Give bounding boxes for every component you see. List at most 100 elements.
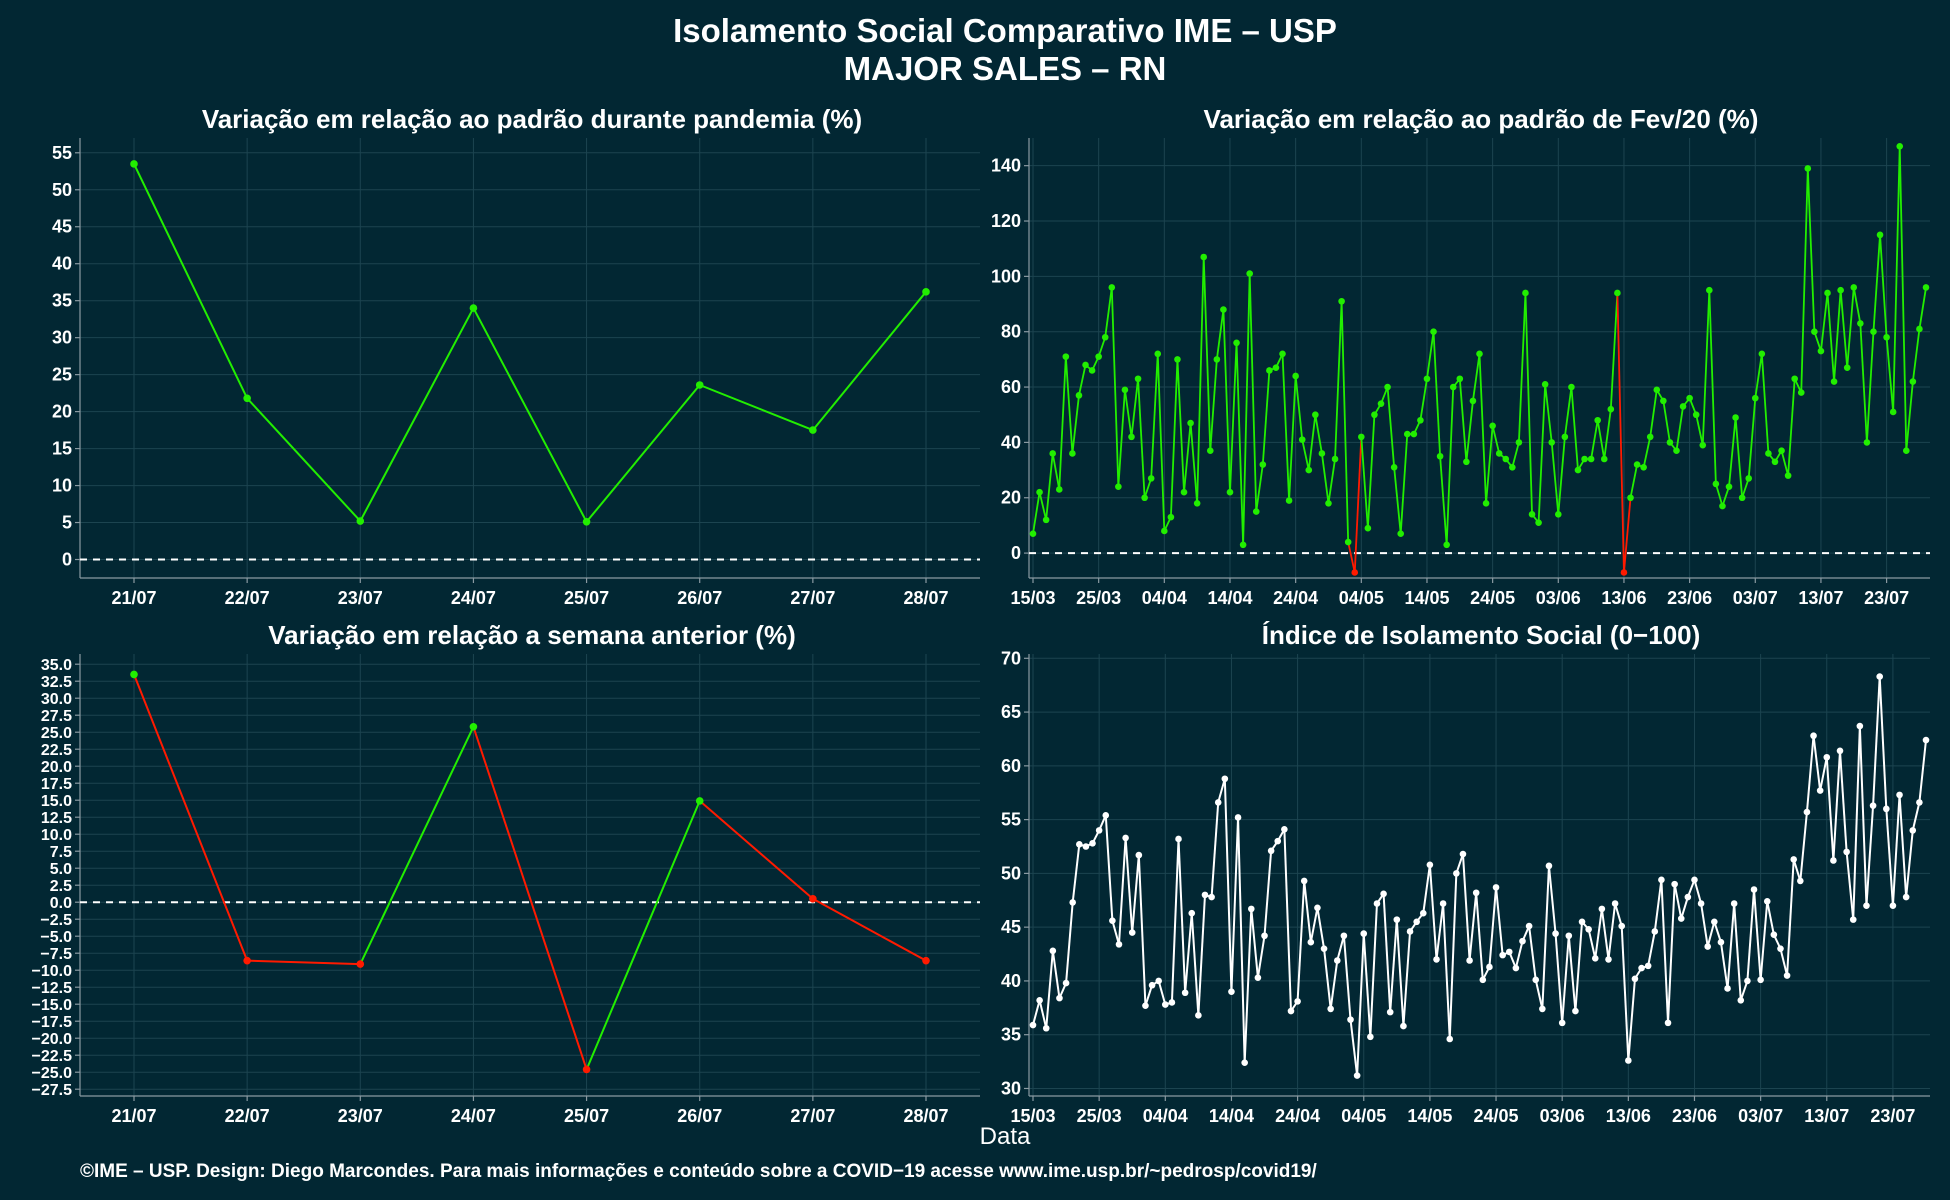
series-segment bbox=[1197, 894, 1206, 1016]
data-point bbox=[1373, 900, 1381, 907]
data-point bbox=[1671, 880, 1678, 888]
data-point bbox=[1548, 439, 1556, 446]
data-point bbox=[1463, 458, 1470, 466]
y-tick-label: 40 bbox=[1001, 971, 1021, 991]
series-segment bbox=[1741, 478, 1750, 499]
panel-title-indice: Índice de Isolamento Social (0−100) bbox=[1262, 620, 1701, 650]
series-segment bbox=[1117, 837, 1127, 945]
y-tick-label: 100 bbox=[991, 266, 1021, 286]
series-segment bbox=[1235, 342, 1245, 545]
series-segment bbox=[1045, 453, 1054, 520]
y-tick-label: 32.5 bbox=[41, 674, 72, 691]
series-segment bbox=[1038, 1000, 1048, 1029]
y-tick-label: 5 bbox=[62, 513, 72, 533]
data-point bbox=[1857, 320, 1864, 327]
data-point bbox=[1102, 812, 1110, 819]
data-point bbox=[1856, 722, 1864, 730]
data-point bbox=[1803, 808, 1811, 816]
series-segment bbox=[1596, 420, 1606, 460]
data-point bbox=[1433, 956, 1440, 963]
series-segment bbox=[1347, 541, 1356, 573]
data-point bbox=[1247, 905, 1255, 913]
series-segment bbox=[1263, 850, 1273, 936]
data-point bbox=[1426, 861, 1434, 869]
data-point bbox=[1535, 519, 1542, 526]
data-point bbox=[1791, 375, 1798, 383]
y-tick-label: 15.0 bbox=[41, 793, 72, 810]
data-point bbox=[469, 304, 478, 312]
series-segment bbox=[1728, 417, 1737, 487]
data-point bbox=[1519, 937, 1526, 945]
data-point bbox=[1466, 957, 1473, 964]
series-segment bbox=[1820, 292, 1829, 352]
data-point bbox=[1495, 450, 1503, 457]
data-point bbox=[1252, 508, 1260, 515]
data-point bbox=[1505, 948, 1513, 956]
data-point bbox=[1711, 918, 1718, 926]
x-tick-label: 25/07 bbox=[564, 588, 609, 608]
data-point bbox=[1439, 900, 1447, 907]
data-point bbox=[1325, 499, 1332, 507]
data-point bbox=[1522, 289, 1529, 297]
series-segment bbox=[1190, 913, 1200, 1016]
data-point bbox=[1331, 455, 1339, 463]
data-point bbox=[1541, 380, 1549, 388]
data-point bbox=[1600, 455, 1608, 463]
series-segment bbox=[246, 397, 362, 522]
y-tick-label: 5.0 bbox=[50, 861, 72, 878]
series-segment bbox=[1786, 859, 1795, 976]
series-segment bbox=[1721, 486, 1730, 507]
data-point bbox=[1088, 367, 1096, 374]
series-segment bbox=[1616, 292, 1625, 573]
y-tick-label: 15 bbox=[52, 439, 72, 459]
data-point bbox=[1638, 964, 1645, 972]
series-segment bbox=[1872, 234, 1881, 332]
data-point bbox=[1607, 405, 1615, 413]
series-segment bbox=[699, 800, 814, 900]
data-point bbox=[695, 381, 704, 389]
series-segment bbox=[1726, 903, 1736, 989]
series-segment bbox=[1647, 931, 1656, 967]
series-segment bbox=[1858, 726, 1868, 906]
data-point bbox=[1515, 439, 1523, 446]
series-segment bbox=[1369, 903, 1378, 1037]
series-segment bbox=[1574, 921, 1584, 1012]
series-segment bbox=[1362, 933, 1372, 1037]
x-tick-label: 21/07 bbox=[111, 1106, 156, 1126]
series-segment bbox=[1905, 830, 1914, 898]
data-point bbox=[1594, 416, 1601, 424]
x-axis-label: Data bbox=[980, 1123, 1031, 1150]
series-segment bbox=[1307, 414, 1317, 471]
data-point bbox=[1168, 999, 1176, 1006]
data-point bbox=[1499, 951, 1506, 959]
data-point bbox=[1400, 1022, 1407, 1030]
y-tick-label: 12.5 bbox=[41, 810, 72, 827]
y-tick-label: 0 bbox=[1011, 543, 1021, 563]
data-point bbox=[1101, 333, 1109, 341]
series-segment bbox=[1891, 794, 1901, 906]
data-point bbox=[1206, 447, 1214, 455]
data-point bbox=[1300, 877, 1308, 885]
x-tick-label: 25/03 bbox=[1076, 588, 1121, 608]
series-segment bbox=[1852, 287, 1862, 324]
data-point bbox=[1476, 350, 1483, 358]
series-segment bbox=[1210, 802, 1220, 898]
data-point bbox=[1188, 909, 1196, 917]
data-point bbox=[1095, 827, 1103, 834]
y-tick-label: 10 bbox=[52, 476, 72, 496]
y-tick-label: −27.5 bbox=[32, 1082, 73, 1099]
data-point bbox=[1246, 270, 1253, 277]
data-point bbox=[1863, 902, 1870, 909]
series-segment bbox=[1104, 815, 1114, 921]
series-segment bbox=[1561, 935, 1570, 1023]
data-point bbox=[1732, 414, 1739, 421]
series-segment bbox=[133, 163, 249, 399]
series-segment bbox=[1806, 168, 1816, 332]
y-tick-label: 70 bbox=[1001, 648, 1021, 668]
series-segment bbox=[1336, 935, 1345, 961]
series-segment bbox=[1419, 378, 1428, 421]
series-segment bbox=[1360, 436, 1369, 529]
data-point bbox=[1738, 494, 1746, 502]
data-point bbox=[1261, 932, 1268, 940]
series-segment bbox=[1189, 422, 1199, 504]
